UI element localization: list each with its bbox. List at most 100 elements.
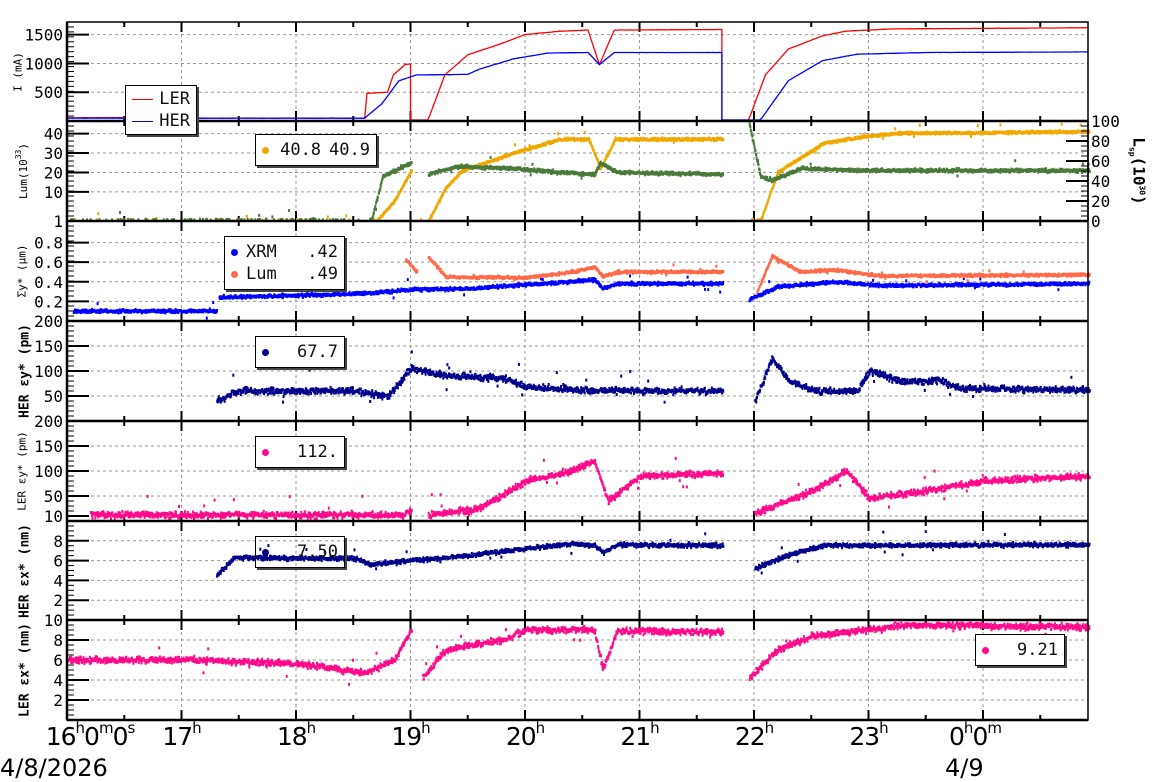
data-point (89, 218, 92, 222)
data-point (687, 280, 690, 284)
data-point (552, 168, 555, 172)
data-point (394, 168, 397, 172)
data-point (515, 282, 518, 286)
data-point (808, 151, 811, 155)
data-point (385, 288, 388, 292)
data-point (215, 217, 218, 221)
data-point (429, 217, 432, 221)
data-point (440, 286, 442, 290)
data-point (72, 218, 75, 222)
data-point (542, 143, 545, 147)
data-point (607, 154, 610, 158)
data-point (514, 143, 516, 147)
data-point (1041, 168, 1044, 172)
data-point (256, 218, 259, 222)
data-point (205, 316, 208, 320)
data-point (503, 283, 506, 287)
data-point (99, 311, 102, 315)
data-point (413, 288, 416, 292)
data-point (117, 218, 120, 222)
data-point (592, 149, 595, 153)
data-point (768, 195, 771, 199)
data-point (222, 293, 225, 297)
data-point (752, 142, 755, 146)
panel-sigma-y: 0.20.40.60.8 (34, 221, 1091, 323)
data-point (1081, 171, 1084, 174)
data-point (97, 212, 100, 216)
data-point (542, 282, 545, 286)
data-point (212, 301, 215, 304)
y-tick-label: 0.4 (34, 273, 63, 292)
data-point (856, 167, 859, 171)
data-point (244, 295, 247, 298)
data-point (902, 168, 905, 172)
data-point (756, 218, 759, 222)
data-point (918, 169, 921, 173)
data-point (381, 177, 384, 181)
y-tick-label: 10 (44, 183, 63, 202)
data-point (566, 169, 569, 173)
data-point (441, 193, 444, 197)
data-point (537, 168, 540, 172)
data-point (372, 214, 375, 218)
data-point (430, 215, 433, 219)
data-point (228, 218, 231, 222)
data-point (472, 286, 475, 290)
data-point (912, 130, 915, 134)
data-point (245, 215, 248, 218)
data-point (761, 215, 764, 219)
series-ler (66, 27, 1089, 121)
data-point (313, 294, 316, 298)
data-point (395, 197, 398, 201)
data-point (374, 204, 377, 208)
data-point (463, 293, 466, 297)
line-ler (66, 27, 1089, 121)
data-point (282, 296, 284, 300)
data-point (98, 218, 101, 222)
data-point (889, 168, 892, 172)
data-point (1010, 129, 1013, 133)
data-point (624, 171, 627, 175)
data-point (1060, 122, 1063, 126)
data-point (787, 171, 790, 175)
data-point (749, 125, 752, 129)
data-point (321, 295, 324, 298)
line-her (66, 51, 1089, 121)
data-point (918, 123, 921, 127)
data-point (594, 278, 597, 282)
data-point (513, 285, 516, 289)
data-point (379, 188, 382, 191)
data-point (784, 174, 787, 178)
data-point (836, 140, 839, 144)
data-point (591, 171, 594, 175)
data-point (594, 172, 597, 176)
data-point (73, 218, 76, 221)
data-point (362, 290, 365, 294)
data-point (486, 287, 489, 290)
data-point (612, 142, 615, 146)
data-point (154, 217, 157, 221)
data-point (106, 309, 109, 312)
data-point (749, 128, 752, 132)
y-tick-label: 0.8 (34, 234, 63, 253)
data-point (250, 218, 253, 222)
data-point (645, 172, 648, 176)
data-point (164, 311, 167, 315)
data-point (527, 147, 530, 151)
data-point (900, 130, 903, 134)
data-point (836, 170, 839, 173)
data-point (767, 198, 770, 202)
data-point (577, 280, 580, 284)
data-point (208, 310, 211, 314)
data-point (242, 296, 245, 300)
data-point (166, 218, 169, 222)
data-point (348, 218, 351, 222)
data-point (750, 130, 753, 134)
data-point (539, 277, 542, 281)
y-tick-label: 40 (44, 125, 63, 144)
data-point (89, 309, 92, 313)
data-point (672, 140, 675, 144)
data-point (722, 280, 725, 284)
data-point (161, 308, 163, 312)
data-point (908, 130, 911, 134)
